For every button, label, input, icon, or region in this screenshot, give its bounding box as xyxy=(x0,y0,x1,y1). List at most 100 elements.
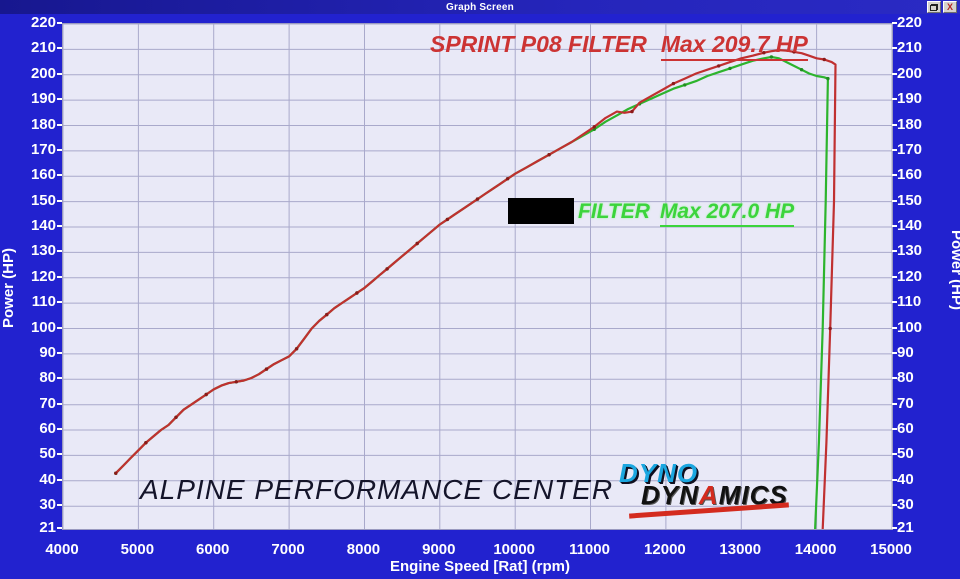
y-tick-label-right: 40 xyxy=(897,470,914,488)
x-tick-label: 10000 xyxy=(493,541,536,558)
y-tick-label-right: 80 xyxy=(897,369,914,387)
x-tick-label: 6000 xyxy=(196,541,230,558)
y-tick-label-right: 190 xyxy=(897,90,923,108)
y-tick-mark xyxy=(57,174,62,177)
restore-icon xyxy=(930,3,938,11)
y-tick-mark xyxy=(892,326,897,329)
y-axis-title-left: Power (HP) xyxy=(0,247,17,328)
y-tick-label-right: 170 xyxy=(897,140,923,158)
y-tick-mark xyxy=(57,428,62,431)
y-tick-label-right: 30 xyxy=(897,496,914,514)
x-tick-label: 15000 xyxy=(870,541,912,558)
y-tick-label-right: 220 xyxy=(897,14,923,31)
logo-dynamics-text: DYNAMICS xyxy=(641,480,788,510)
green-series-max-value: Max 207.0 HP xyxy=(659,200,795,227)
y-tick-label-left: 210 xyxy=(30,39,56,57)
y-tick-label-left: 40 xyxy=(39,470,56,488)
y-tick-mark xyxy=(57,275,62,278)
y-tick-label-left: 21 xyxy=(39,519,56,536)
y-tick-label-right: 140 xyxy=(897,217,923,234)
x-tick-label: 14000 xyxy=(794,541,837,558)
x-tick-label: 5000 xyxy=(120,541,155,558)
y-tick-label-right: 180 xyxy=(897,115,923,133)
y-tick-label-left: 70 xyxy=(39,394,56,412)
y-tick-mark xyxy=(57,377,62,380)
x-tick-label: 4000 xyxy=(45,541,79,558)
y-tick-mark xyxy=(892,123,897,126)
y-tick-label-left: 110 xyxy=(31,293,56,311)
x-tick-label: 9000 xyxy=(422,541,456,558)
y-tick-mark xyxy=(892,275,897,278)
y-tick-label-left: 220 xyxy=(30,14,56,31)
y-axis-title-right: Power (HP) xyxy=(948,230,960,311)
y-tick-mark xyxy=(57,527,62,529)
y-tick-label-right: 50 xyxy=(897,445,914,463)
y-tick-label-right: 120 xyxy=(897,267,923,285)
y-tick-mark xyxy=(57,478,62,481)
y-tick-label-left: 180 xyxy=(30,115,56,133)
y-tick-label-right: 130 xyxy=(897,242,923,260)
y-tick-mark xyxy=(892,478,897,481)
y-tick-label-left: 120 xyxy=(30,267,56,285)
close-window-button[interactable]: X xyxy=(943,1,957,13)
y-tick-label-right: 200 xyxy=(897,64,923,82)
y-tick-mark xyxy=(57,250,62,253)
y-tick-label-right: 70 xyxy=(897,394,914,412)
y-tick-mark xyxy=(57,351,62,354)
y-tick-mark xyxy=(892,428,897,431)
y-tick-label-right: 160 xyxy=(897,166,923,184)
y-tick-label-left: 140 xyxy=(30,217,56,234)
y-tick-mark xyxy=(892,47,897,50)
y-tick-label-left: 200 xyxy=(30,64,56,82)
y-tick-mark xyxy=(57,301,62,304)
dyno-dynamics-logo: DYNO DYNAMICS xyxy=(615,458,810,520)
y-tick-mark xyxy=(57,225,62,227)
y-tick-mark xyxy=(57,22,62,24)
y-tick-label-left: 170 xyxy=(30,140,56,158)
y-tick-mark xyxy=(892,527,897,529)
plot-area xyxy=(62,23,893,530)
y-tick-mark xyxy=(892,402,897,405)
y-tick-mark xyxy=(57,326,62,329)
y-tick-label-right: 210 xyxy=(897,39,923,57)
restore-window-button[interactable] xyxy=(927,1,941,13)
y-tick-mark xyxy=(892,351,897,354)
y-tick-mark xyxy=(57,453,62,456)
y-tick-mark xyxy=(892,225,897,227)
y-tick-mark xyxy=(57,504,62,507)
green-series-label: FILTER xyxy=(578,200,650,223)
y-tick-label-right: 100 xyxy=(897,318,923,336)
y-tick-mark xyxy=(892,377,897,380)
title-bar: Graph Screen X xyxy=(0,0,960,14)
logo-dyno-text: DYNO xyxy=(619,458,699,488)
y-tick-mark xyxy=(892,174,897,177)
red-series-label: SPRINT P08 FILTER xyxy=(430,31,647,57)
y-tick-mark xyxy=(892,98,897,101)
y-tick-label-right: 150 xyxy=(897,191,923,209)
y-tick-label-right: 110 xyxy=(897,293,922,311)
y-tick-mark xyxy=(892,453,897,456)
y-tick-mark xyxy=(57,47,62,50)
y-tick-label-left: 150 xyxy=(30,191,56,209)
y-tick-label-left: 90 xyxy=(39,343,56,361)
y-tick-label-right: 21 xyxy=(897,519,914,536)
y-tick-mark xyxy=(57,72,62,75)
y-tick-mark xyxy=(892,22,897,24)
x-tick-label: 11000 xyxy=(569,541,610,558)
red-series-max-value: Max 209.7 HP xyxy=(660,31,808,61)
x-tick-label: 7000 xyxy=(271,541,305,558)
y-tick-mark xyxy=(57,402,62,405)
green-series-annotation: FILTER Max 207.0 HP xyxy=(578,200,795,227)
y-tick-mark xyxy=(892,301,897,304)
red-series-annotation: SPRINT P08 FILTER Max 209.7 HP xyxy=(430,31,808,61)
x-axis-title: Engine Speed [Rat] (rpm) xyxy=(389,558,570,575)
dyno-curves-chart xyxy=(63,24,892,529)
y-tick-mark xyxy=(57,148,62,151)
y-tick-label-left: 160 xyxy=(30,166,56,184)
close-icon: X xyxy=(946,1,953,12)
x-tick-label: 13000 xyxy=(719,541,762,558)
redaction-box xyxy=(508,198,574,224)
y-tick-label-left: 30 xyxy=(39,496,56,514)
y-tick-label-left: 80 xyxy=(39,369,56,387)
